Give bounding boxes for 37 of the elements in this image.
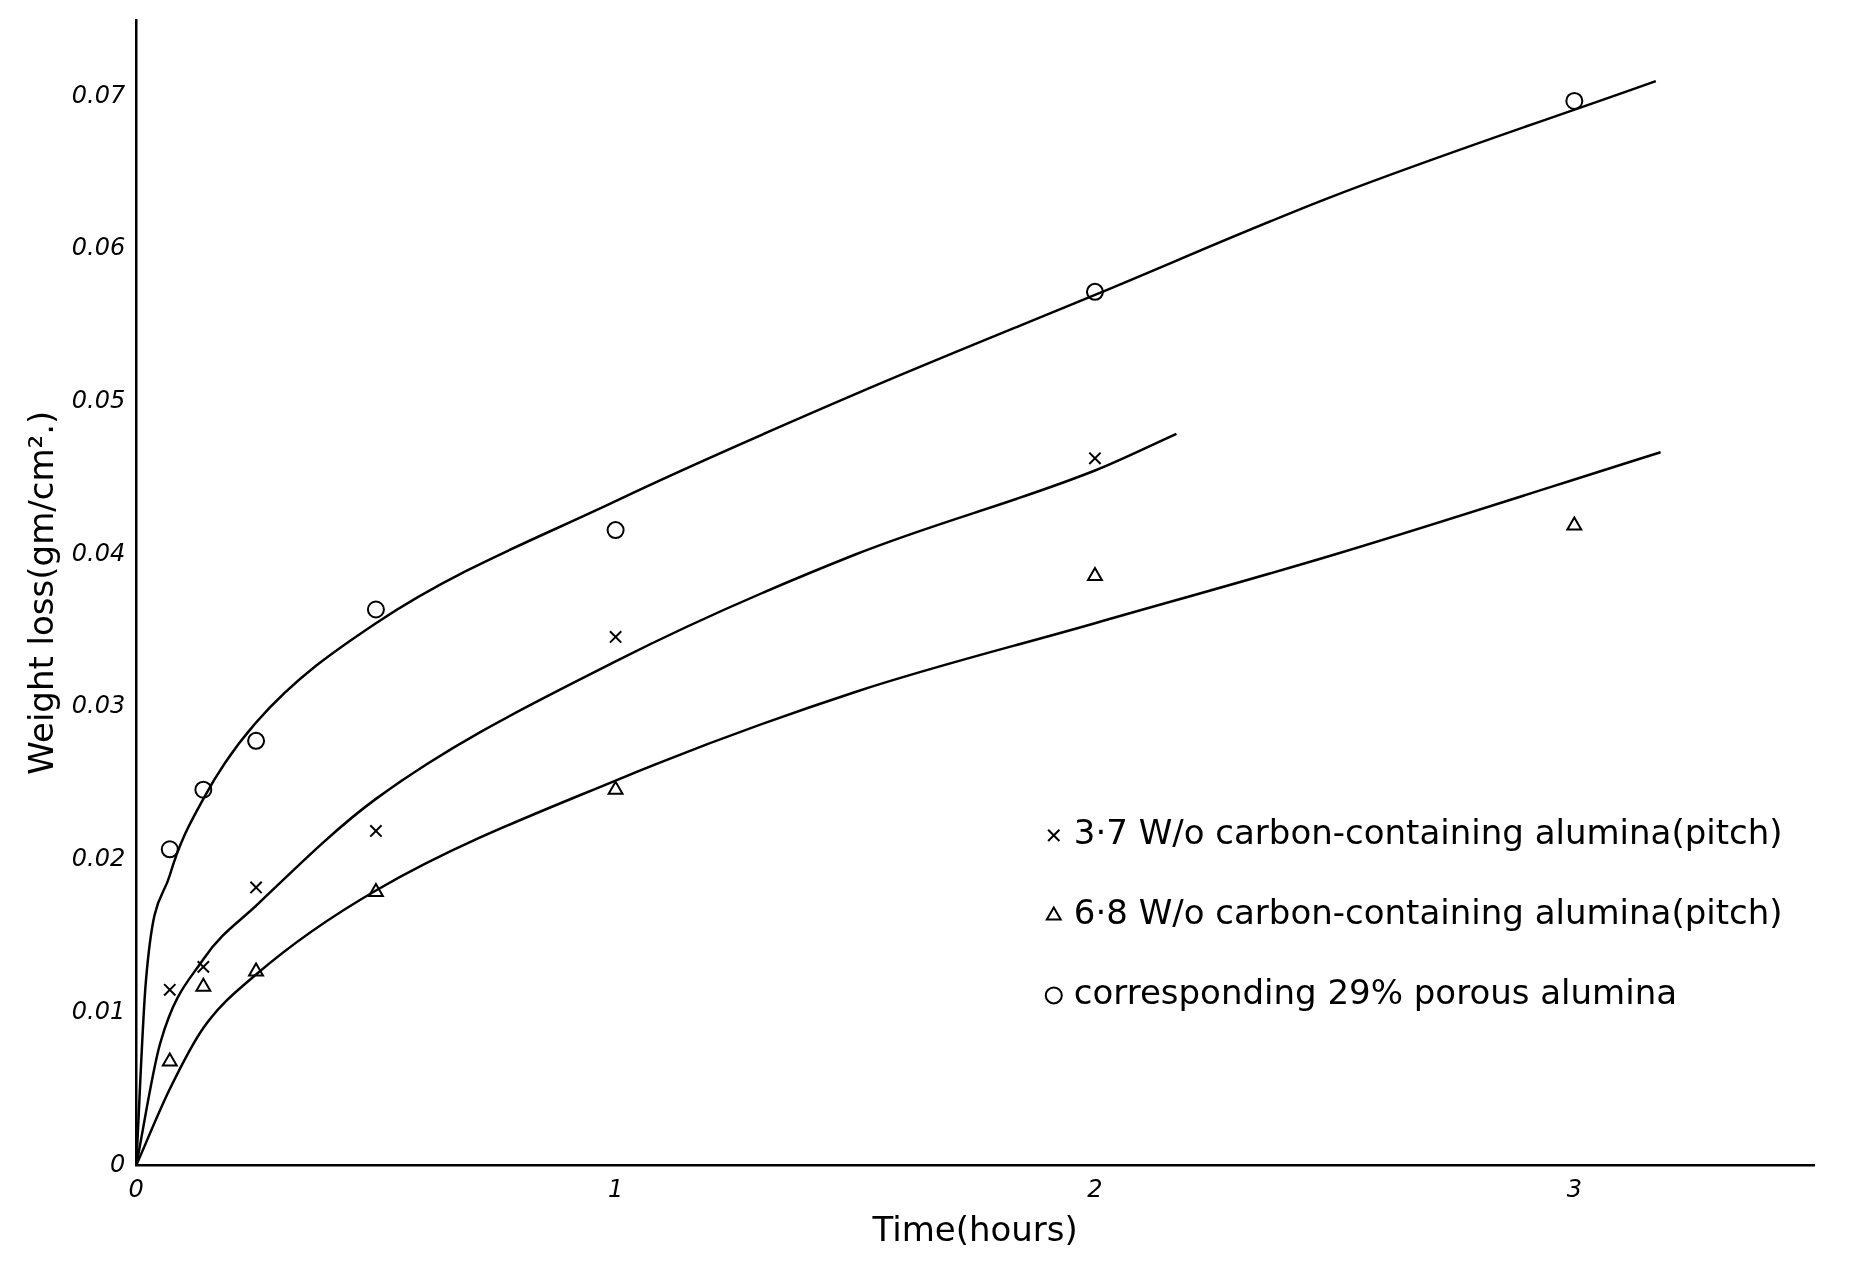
legend-label: 3·7 W/o carbon-containing alumina(pitch) — [1073, 812, 1783, 853]
point — [163, 983, 177, 997]
point — [369, 824, 383, 838]
x-axis-title: Time(hours) — [871, 1209, 1078, 1250]
point — [1085, 282, 1104, 301]
point — [1565, 91, 1584, 110]
point — [367, 883, 384, 898]
point — [1088, 451, 1102, 465]
point — [160, 840, 179, 859]
x-tick-label: 2 — [1087, 1175, 1103, 1204]
point — [607, 780, 624, 795]
point — [196, 960, 211, 974]
point — [1087, 566, 1103, 581]
point — [195, 977, 212, 992]
point — [161, 1052, 178, 1067]
point — [194, 780, 213, 799]
y-tick-label: 0.02 — [71, 844, 126, 873]
y-tick-label: 0.05 — [71, 386, 126, 415]
y-tick-label: 0.07 — [71, 80, 126, 109]
y-axis-title: Weight loss(gm/cm².) — [21, 410, 62, 775]
point — [249, 880, 263, 895]
point — [247, 731, 266, 750]
y-tick-label: 0.06 — [71, 233, 126, 262]
x-tick-label: 0 — [128, 1175, 144, 1204]
y-tick-label: 0.01 — [71, 996, 126, 1025]
point — [1566, 516, 1583, 531]
point — [248, 962, 265, 977]
y-tick-label: 0.03 — [71, 691, 126, 720]
y-tick-label: 0 — [109, 1149, 126, 1178]
point — [366, 600, 385, 619]
x-tick-label: 1 — [607, 1175, 624, 1204]
x-tick-label: 3 — [1566, 1175, 1582, 1204]
point — [608, 630, 623, 644]
y-tick-label: 0.04 — [71, 538, 126, 567]
legend-label: 6·8 W/o carbon-containing alumina(pitch) — [1073, 892, 1783, 933]
legend-label: corresponding 29% porous alumina — [1073, 972, 1678, 1013]
point — [606, 521, 625, 540]
